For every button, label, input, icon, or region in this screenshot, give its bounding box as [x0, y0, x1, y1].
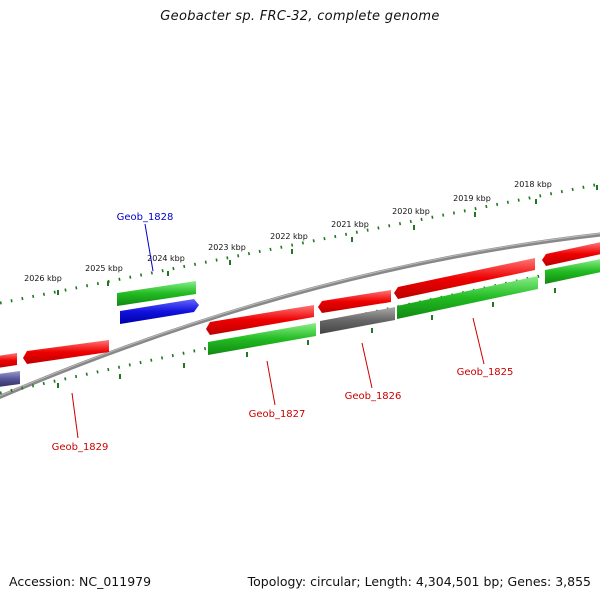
kbp-label-2019: 2019 kbp	[453, 194, 491, 203]
cds-red-geob-1825[interactable]	[394, 258, 535, 299]
gene-label-geob-1828[interactable]: Geob_1828	[117, 212, 174, 223]
kbp-label-2025: 2025 kbp	[85, 264, 123, 273]
leader-geob-1826	[361, 342, 373, 389]
leader-geob-1827	[266, 360, 276, 406]
map-title: Geobacter sp. FRC-32, complete genome	[160, 9, 440, 24]
gene-label-geob-1825[interactable]: Geob_1825	[457, 367, 514, 378]
cds-red-far-left[interactable]	[0, 353, 17, 368]
kbp-label-2023: 2023 kbp	[208, 243, 246, 252]
inner-major-ticks	[57, 288, 556, 388]
reverse-cds-features[interactable]	[117, 259, 600, 355]
cds-blue-geob-1828[interactable]	[120, 299, 199, 324]
kbp-label-2018: 2018 kbp	[514, 180, 552, 189]
outer-major-ticks	[57, 185, 598, 295]
gene-labels: Geob_1828 Geob_1827 Geob_1826 Geob_1825 …	[52, 212, 514, 453]
kbp-label-2024: 2024 kbp	[147, 254, 185, 263]
kbp-label-2021: 2021 kbp	[331, 220, 369, 229]
genome-backbone-highlight	[0, 233, 600, 397]
cds-red-a[interactable]	[318, 290, 391, 313]
cds-green-right-edge[interactable]	[545, 259, 600, 284]
kbp-tick-labels: 2026 kbp 2025 kbp 2024 kbp 2023 kbp 2022…	[24, 180, 552, 283]
label-leaders	[71, 223, 485, 439]
cds-green-geob-1827[interactable]	[208, 323, 316, 355]
cds-green-geob-1825[interactable]	[397, 276, 538, 319]
leader-geob-1829	[71, 392, 79, 439]
gene-label-geob-1827[interactable]: Geob_1827	[249, 409, 306, 420]
cds-red-geob-1829-region[interactable]	[23, 340, 109, 364]
genome-stats-text: Topology: circular; Length: 4,304,501 bp…	[247, 574, 591, 589]
cds-gray-geob-1826[interactable]	[320, 307, 395, 334]
genome-backbone	[0, 232, 600, 400]
forward-cds-features[interactable]	[0, 242, 600, 368]
cds-red-right-edge[interactable]	[542, 242, 600, 266]
leader-geob-1825	[472, 317, 485, 365]
gene-label-geob-1826[interactable]: Geob_1826	[345, 391, 402, 402]
leader-geob-1828	[144, 223, 154, 272]
cds-green-geob-1828[interactable]	[117, 281, 196, 306]
cds-red-geob-1827[interactable]	[206, 305, 314, 335]
kbp-label-2020: 2020 kbp	[392, 207, 430, 216]
kbp-label-2026: 2026 kbp	[24, 274, 62, 283]
cds-purple-partial[interactable]	[0, 371, 20, 387]
kbp-label-2022: 2022 kbp	[270, 232, 308, 241]
accession-text: Accession: NC_011979	[9, 574, 152, 589]
gene-label-geob-1829[interactable]: Geob_1829	[52, 442, 109, 453]
